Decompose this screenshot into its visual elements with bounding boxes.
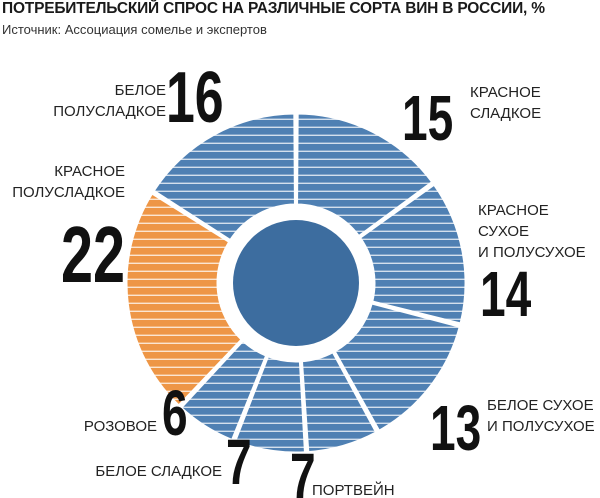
value-label-4: 7 — [226, 427, 252, 498]
value-label-2: 13 — [430, 393, 481, 464]
category-label-0: КРАСНОЕ СЛАДКОЕ — [470, 84, 541, 122]
category-label-5: РОЗОВОЕ — [84, 418, 157, 435]
slice-7 — [151, 111, 297, 243]
chart-slices — [124, 111, 468, 455]
chart-center — [233, 220, 359, 346]
value-label-0: 15 — [402, 83, 453, 154]
slice-1 — [357, 181, 468, 326]
slice-6 — [124, 190, 245, 409]
chart-title: ПОТРЕБИТЕЛЬСКИЙ СПРОС НА РАЗЛИЧНЫЕ СОРТА… — [2, 0, 545, 17]
slice-5 — [178, 338, 269, 443]
category-label-6: КРАСНОЕ ПОЛУСЛАДКОЕ — [12, 163, 125, 201]
slice-3 — [299, 349, 379, 455]
value-label-3: 7 — [290, 441, 316, 498]
category-label-1: КРАСНОЕ СУХОЕ И ПОЛУСУХОЕ — [478, 202, 586, 261]
category-label-4: БЕЛОЕ СЛАДКОЕ — [95, 463, 222, 480]
category-label-7: БЕЛОЕ ПОЛУСЛАДКОЕ — [53, 82, 166, 120]
slice-2 — [332, 301, 463, 434]
slice-4 — [232, 353, 308, 455]
value-label-7: 16 — [166, 58, 224, 138]
value-label-5: 6 — [162, 378, 188, 449]
value-label-1: 14 — [480, 259, 531, 330]
category-label-2: БЕЛОЕ СУХОЕ И ПОЛУСУХОЕ — [487, 397, 595, 435]
slice-0 — [295, 111, 435, 239]
category-label-3: ПОРТВЕЙН — [312, 481, 395, 498]
value-label-6: 22 — [61, 210, 125, 300]
chart-source: Источник: Ассоциация сомелье и экспертов — [2, 22, 267, 37]
